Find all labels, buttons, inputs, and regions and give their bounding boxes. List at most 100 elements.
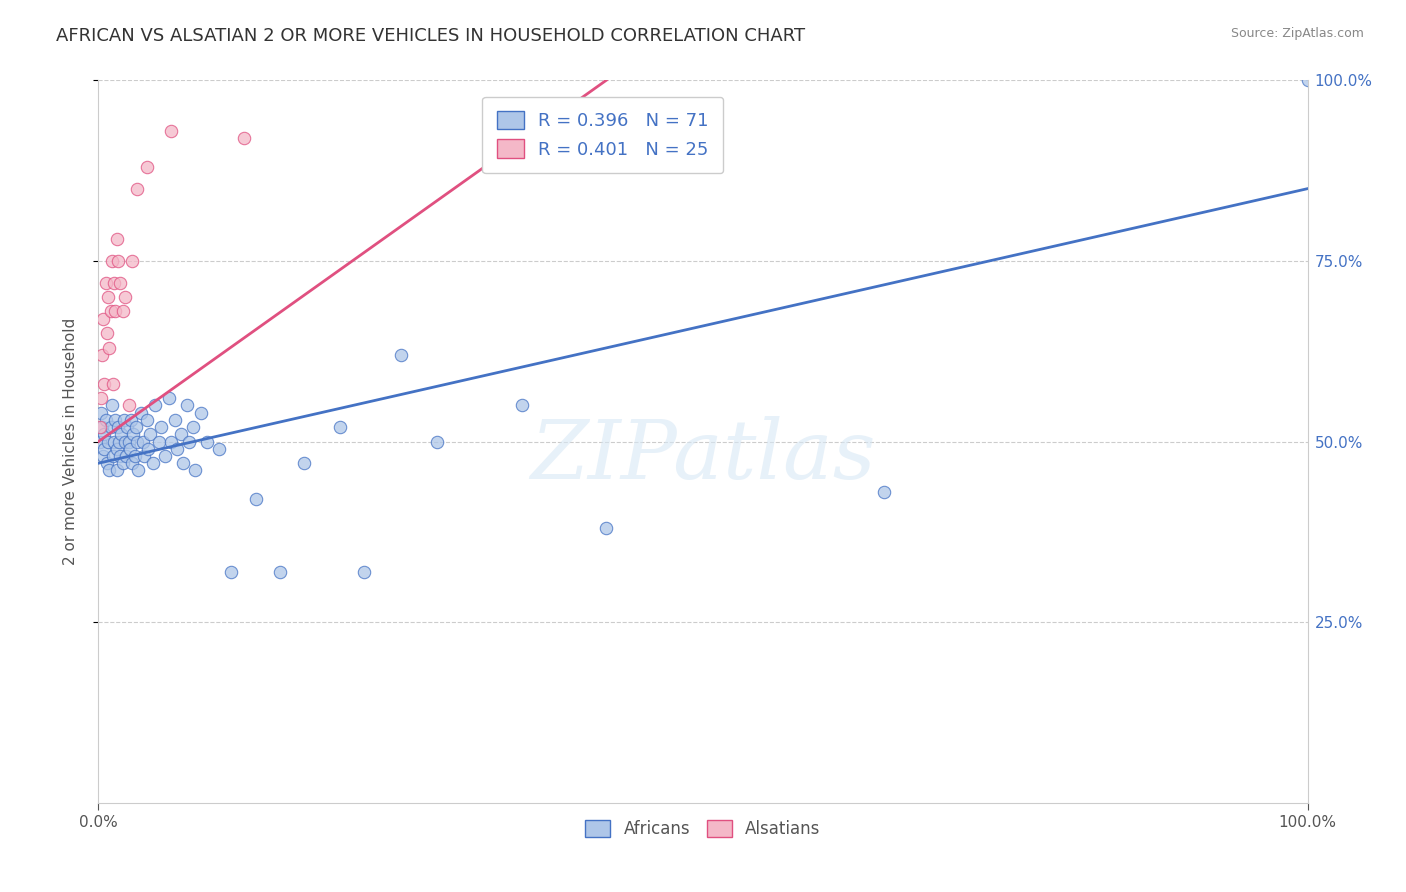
Point — [104, 304, 127, 318]
Point — [103, 276, 125, 290]
Point — [122, 427, 145, 442]
Point — [127, 434, 149, 449]
Point — [94, 413, 117, 427]
Point — [90, 391, 112, 405]
Point — [136, 442, 159, 456]
Point — [91, 420, 114, 434]
Point — [111, 304, 134, 318]
Point — [353, 565, 375, 579]
Point — [190, 406, 212, 420]
Legend: Africans, Alsatians: Africans, Alsatians — [579, 814, 827, 845]
Point — [160, 124, 183, 138]
Point — [108, 276, 131, 290]
Point — [232, 131, 254, 145]
Point — [150, 420, 173, 434]
Point — [120, 413, 142, 427]
Point — [121, 456, 143, 470]
Point — [104, 413, 127, 427]
Point — [100, 398, 122, 412]
Point — [135, 413, 157, 427]
Point — [208, 442, 231, 456]
Point — [90, 406, 112, 420]
Point — [100, 253, 122, 268]
Point — [89, 420, 111, 434]
Point — [125, 420, 148, 434]
Point — [292, 456, 315, 470]
Point — [107, 420, 129, 434]
Point — [157, 391, 180, 405]
Point — [107, 253, 129, 268]
Point — [184, 463, 207, 477]
Point — [114, 290, 136, 304]
Point — [153, 449, 176, 463]
Point — [111, 456, 134, 470]
Point — [134, 449, 156, 463]
Point — [93, 442, 115, 456]
Point — [269, 565, 291, 579]
Point — [97, 290, 120, 304]
Point — [100, 304, 122, 318]
Point — [121, 253, 143, 268]
Point — [98, 341, 121, 355]
Point — [89, 434, 111, 449]
Text: Source: ZipAtlas.com: Source: ZipAtlas.com — [1230, 27, 1364, 40]
Point — [91, 449, 114, 463]
Point — [108, 434, 131, 449]
Point — [115, 449, 138, 463]
Text: AFRICAN VS ALSATIAN 2 OR MORE VEHICLES IN HOUSEHOLD CORRELATION CHART: AFRICAN VS ALSATIAN 2 OR MORE VEHICLES I… — [56, 27, 806, 45]
Point — [105, 442, 128, 456]
Point — [108, 449, 131, 463]
Y-axis label: 2 or more Vehicles in Household: 2 or more Vehicles in Household — [63, 318, 77, 566]
Point — [143, 398, 166, 412]
Point — [97, 434, 120, 449]
Point — [93, 376, 115, 391]
Point — [135, 160, 157, 174]
Point — [124, 449, 146, 463]
Point — [595, 521, 617, 535]
Point — [160, 434, 183, 449]
Point — [96, 456, 118, 470]
Point — [91, 311, 114, 326]
Point — [389, 348, 412, 362]
Point — [117, 420, 139, 434]
Point — [195, 434, 218, 449]
Point — [112, 413, 135, 427]
Point — [98, 463, 121, 477]
Point — [118, 434, 141, 449]
Point — [114, 434, 136, 449]
Point — [127, 182, 149, 196]
Point — [118, 442, 141, 456]
Point — [148, 434, 170, 449]
Point — [426, 434, 449, 449]
Point — [91, 348, 114, 362]
Point — [94, 276, 117, 290]
Point — [129, 406, 152, 420]
Point — [1296, 73, 1319, 87]
Point — [163, 413, 186, 427]
Point — [127, 463, 149, 477]
Point — [329, 420, 352, 434]
Point — [139, 427, 162, 442]
Point — [510, 398, 533, 412]
Point — [179, 434, 201, 449]
Text: ZIPatlas: ZIPatlas — [530, 416, 876, 496]
Point — [110, 427, 132, 442]
Point — [245, 492, 267, 507]
Point — [221, 565, 243, 579]
Point — [101, 449, 124, 463]
Point — [93, 427, 115, 442]
Point — [142, 456, 165, 470]
Point — [103, 434, 125, 449]
Point — [118, 398, 141, 412]
Point — [96, 326, 118, 340]
Point — [101, 376, 124, 391]
Point — [105, 463, 128, 477]
Point — [132, 434, 155, 449]
Point — [100, 420, 122, 434]
Point — [172, 456, 194, 470]
Point — [169, 427, 191, 442]
Point — [181, 420, 204, 434]
Point — [873, 485, 896, 500]
Point — [105, 232, 128, 246]
Point — [166, 442, 188, 456]
